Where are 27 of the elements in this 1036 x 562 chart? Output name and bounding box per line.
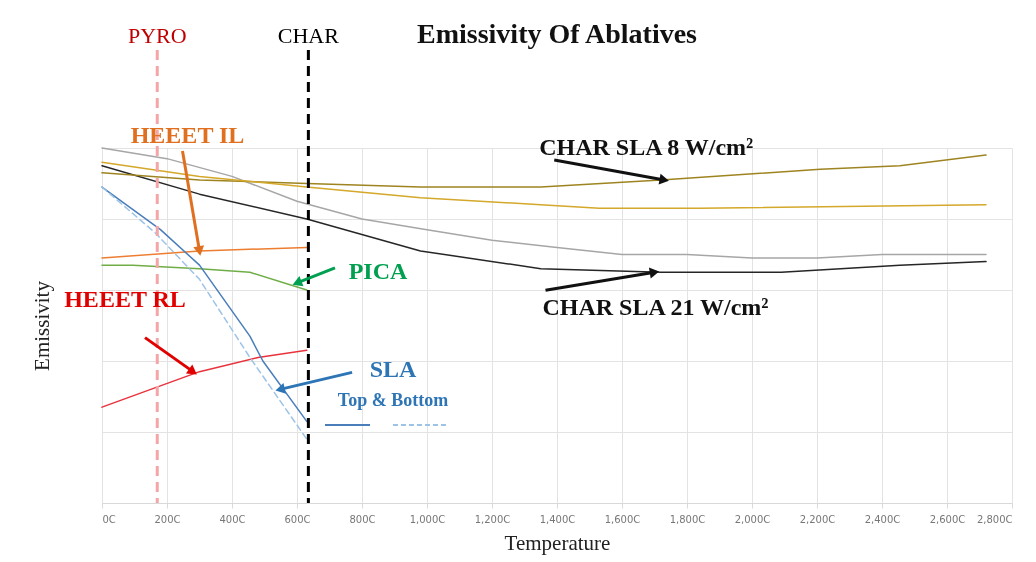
annotation: Top & Bottom (337, 390, 449, 410)
ref-line-label: CHAR (277, 23, 340, 48)
x-tick-label: 2,800C (976, 513, 1013, 525)
x-tick-label: 1,400C (539, 513, 576, 525)
x-tick-label: 1,800C (669, 513, 706, 525)
annotation: PICA (348, 257, 408, 284)
x-tick-label: 600C (284, 513, 311, 525)
ref-line-label: PYRO (127, 23, 187, 48)
annotation: HEEET RL (64, 285, 186, 312)
x-tick-label: 1,600C (604, 513, 641, 525)
annotation: CHAR SLA 21 W/cm² (542, 294, 769, 321)
x-tick-label: 2,000C (734, 513, 771, 525)
x-tick-label: 0C (102, 513, 116, 525)
y-axis-title: Emissivity (29, 280, 54, 371)
x-tick-label: 200C (154, 513, 181, 525)
x-tick-label: 2,400C (864, 513, 901, 525)
x-tick-label: 2,600C (929, 513, 966, 525)
x-tick-label: 2,200C (799, 513, 836, 525)
x-tick-label: 1,200C (474, 513, 511, 525)
x-tick-label: 800C (349, 513, 376, 525)
x-axis-title: Temperature (504, 530, 611, 555)
x-tick-label: 400C (219, 513, 246, 525)
chart-title: Emissivity Of Ablatives (416, 18, 698, 49)
annotation: HEEET IL (130, 121, 245, 148)
annotation: SLA (369, 356, 418, 383)
annotation: CHAR SLA 8 W/cm² (539, 133, 754, 160)
x-tick-label: 1,000C (409, 513, 446, 525)
